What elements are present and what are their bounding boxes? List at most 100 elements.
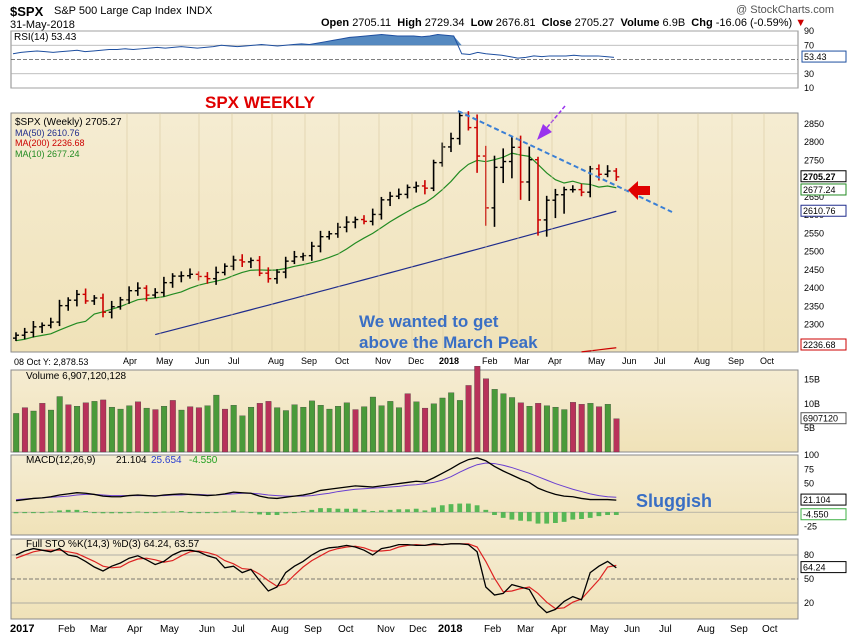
macd-value-box [800,508,847,521]
volume-bar [526,406,533,453]
stoch-tick-label: 20 [804,598,814,608]
volume-bar [21,407,28,453]
bottom-axis-label: May [160,624,179,635]
macd-hist-bar [265,512,271,515]
volume-bar [465,385,472,453]
macd-hist-bar [466,503,471,513]
volume-bar [82,402,89,453]
ohlc-bar [387,191,394,207]
macd-hist-bar [309,509,315,513]
macd-hist-bar [405,509,410,513]
volume-bar [39,403,46,453]
volume-bar [135,401,141,453]
rsi-legend: RSI(14) 53.43 [14,32,77,43]
bottom-axis-label: Sep [730,624,748,635]
macd-hist-bar [422,510,428,513]
macd-hist-bar [535,512,541,524]
volume-bar [239,415,246,453]
macd-hist-bar [509,512,515,520]
ohlc-bar [152,288,159,298]
ohlc-bar [108,300,115,319]
ohlc-bar [82,288,89,304]
macd-hist-bar [326,508,332,513]
rsi-line [12,34,615,59]
macd-hist-bar [370,511,376,513]
volume-bar [204,405,211,453]
price-x-label: Apr [123,356,137,366]
macd-tick-label: 100 [804,450,819,460]
ma200-legend: MA(200) 2236.68 [15,138,85,148]
macd-hist-bar [457,503,463,513]
volume-bar [195,407,202,453]
macd-hist-bar [187,512,193,514]
volume-bar [248,406,255,453]
price-x-label: Sep [301,356,317,366]
price-tick-label: 2500 [804,247,824,257]
price-tick-label: 2800 [804,137,824,147]
macd-hist-bar [109,512,115,514]
price-x-label: Oct [335,356,350,366]
stoch-d-line [15,543,617,610]
volume-bar [91,401,98,453]
macd-hist-bar [448,504,454,513]
macd-hist-bar [300,511,306,513]
ohlc-bar [430,159,437,192]
macd-hist-bar [544,512,550,524]
rsi-value-box [801,50,847,63]
sluggish-annotation: Sluggish [636,491,712,511]
ma200-line [581,347,617,353]
bottom-axis-label: Aug [271,624,289,635]
volume-bar [317,405,324,453]
price-value-label: 2236.68 [803,340,836,350]
macd-hist-legend: -4.550 [189,455,218,466]
macd-hist-bar [213,512,219,514]
volume-bar [396,407,402,453]
ohlc-bar [421,180,428,195]
macd-hist-bar [239,511,245,513]
volume-bar [509,397,516,453]
volume-bar [256,403,263,453]
price-x-label: Feb [482,356,498,366]
down-arrow-icon: ▼ [795,17,807,29]
macd-hist-bar [48,511,54,513]
volume-bar [343,402,350,453]
ma10-legend: MA(10) 2677.24 [15,149,80,159]
ohlc-bar [91,295,98,305]
bottom-axis-label: Feb [58,624,76,635]
ohlc-bar [300,252,307,261]
macd-hist-bar [396,509,402,513]
macd-hist-bar [361,509,367,513]
bottom-axis-label: Aug [697,624,715,635]
rsi-tick-label: 90 [804,26,814,36]
macd-hist-bar [135,511,141,513]
volume-bar [404,393,411,453]
price-value-box [800,183,847,196]
stoch-value-label: 64.24 [803,563,826,573]
volume-bar [413,401,420,453]
ohlc-bar [134,282,141,296]
price-tick-label: 2300 [804,320,824,330]
ohlc-bar [30,320,37,338]
macd-hist-bar [65,509,71,513]
stoch-tick-label: 80 [804,550,814,560]
price-x-label: May [156,356,174,366]
volume-bar [613,418,620,453]
rsi-panel: 907050301053.43 [11,26,847,93]
ohlc-bar [274,269,280,284]
macd-legend-title: MACD(12,26,9) [26,455,95,466]
volume-bar [326,408,333,453]
volume-bar [65,404,72,453]
price-x-label: Oct [760,356,775,366]
bottom-axis-label: Jun [624,624,640,635]
ohlc-bar [213,266,220,285]
bottom-axis-label: Jun [199,624,215,635]
rsi-tick-label: 10 [804,83,814,93]
volume-tick-label: 15B [804,375,820,385]
macd-hist-bar [222,511,228,513]
macd-hist-bar [248,512,254,514]
price-value-label: 2610.76 [803,206,836,216]
macd-hist-bar [335,508,341,513]
price-x-label: Dec [408,356,425,366]
macd-legend-value: 21.104 [116,455,147,466]
volume-bar [369,396,376,453]
